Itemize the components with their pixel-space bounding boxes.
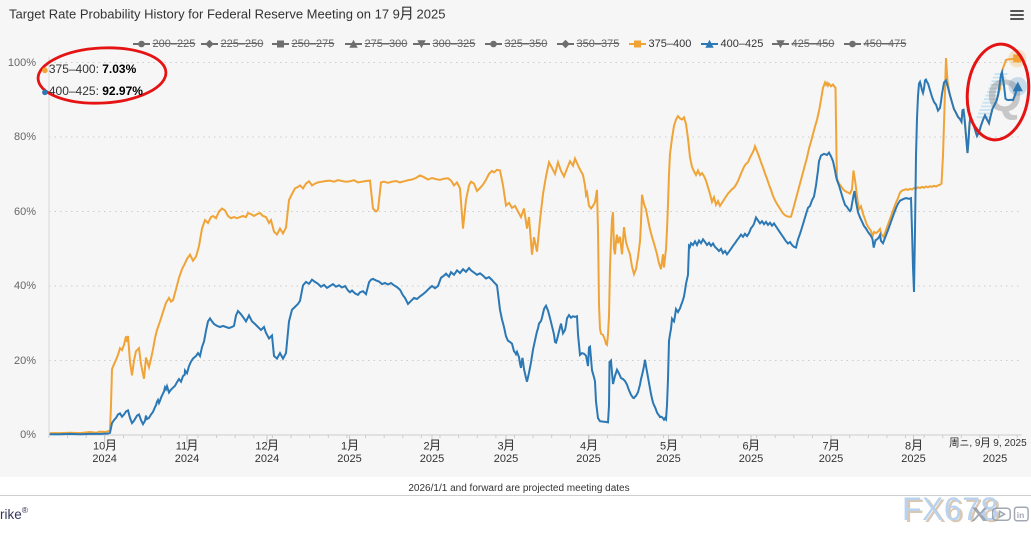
svg-text:in: in (1017, 510, 1025, 520)
